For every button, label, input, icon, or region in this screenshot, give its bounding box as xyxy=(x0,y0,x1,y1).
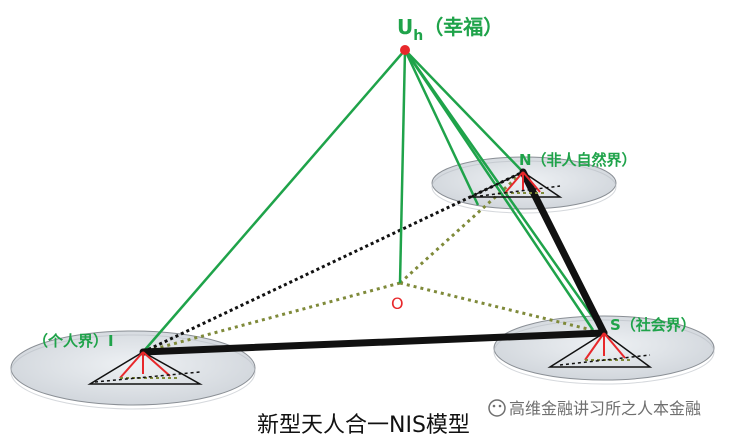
center-connectors xyxy=(142,170,605,354)
node-s-label: S（社会界） xyxy=(610,316,696,334)
apex-label: Uh（幸福） xyxy=(397,15,503,44)
i-n-dotted-edge xyxy=(142,170,524,354)
wechat-icon xyxy=(488,399,506,417)
watermark: 高维金融讲习所之人本金融 xyxy=(488,399,701,418)
watermark-text: 高维金融讲习所之人本金融 xyxy=(509,399,701,418)
diagram-caption: 新型天人合一NIS模型 xyxy=(257,413,470,438)
mini-pyramid-n xyxy=(469,171,563,198)
mini-pyramid-i xyxy=(87,351,203,385)
apex-point xyxy=(400,45,410,55)
node-n-label: N（非人自然界） xyxy=(519,151,637,169)
center-label: O xyxy=(391,294,404,313)
apex-note: （幸福） xyxy=(423,15,503,39)
mini-pyramid-s xyxy=(547,332,653,368)
node-i-label: （个人界）I xyxy=(33,332,114,350)
solid-edges xyxy=(139,168,608,356)
apex-subscript: h xyxy=(413,28,423,44)
apex-edges xyxy=(142,49,606,353)
